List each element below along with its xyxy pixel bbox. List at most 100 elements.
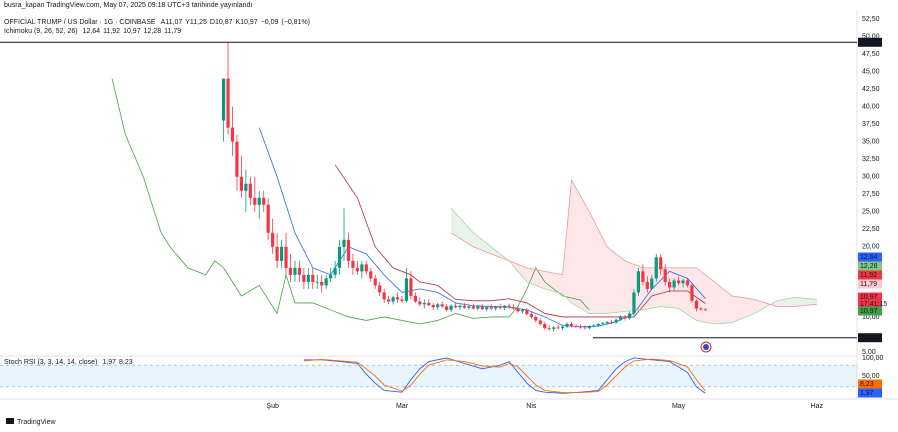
candle-body	[413, 295, 417, 302]
legend-text: 12,64	[83, 28, 101, 35]
candle-body	[422, 302, 426, 305]
ichimoku-line	[334, 164, 706, 318]
price-label: 10,97	[860, 294, 878, 301]
candle-body	[221, 78, 226, 121]
candle-body	[288, 267, 293, 275]
candle-body	[699, 308, 703, 310]
candle-body	[547, 328, 551, 329]
candle-body	[387, 299, 391, 302]
candle-body	[592, 325, 596, 327]
candle-body	[503, 305, 507, 308]
x-tick-label: Nis	[526, 403, 537, 410]
candle-body	[645, 281, 649, 289]
legend-text: Ichimoku (9, 26, 52, 26)	[4, 28, 78, 35]
candle-body	[351, 260, 355, 268]
ichimoku-cloud	[732, 295, 755, 323]
legend-text: Stoch RSI (3, 3, 14, 14, close)	[4, 359, 97, 366]
ichimoku-cloud	[714, 281, 733, 324]
y-tick-label: 22,50	[862, 226, 880, 233]
y-tick-label: 42,50	[862, 86, 880, 93]
candle-body	[306, 274, 310, 282]
candle-body	[587, 326, 591, 329]
candle-body	[462, 305, 467, 308]
y-tick-label: 100,00	[862, 355, 884, 362]
candle-body	[297, 267, 302, 275]
price-label-box	[858, 388, 882, 398]
stoch-pane	[0, 357, 857, 394]
candle-body	[529, 314, 533, 317]
candle-body	[485, 307, 489, 310]
candle-body	[449, 305, 453, 310]
logo	[6, 418, 14, 424]
ichimoku-cloud	[776, 297, 795, 307]
legend-text: K10,97	[236, 19, 258, 26]
candle-body	[266, 204, 270, 233]
price-label: 12,64	[860, 254, 878, 261]
ichimoku-cloud	[562, 180, 572, 303]
candle-body	[507, 305, 511, 308]
price-label-box	[858, 292, 882, 309]
published-note: busra_kapan TradingView.com, May 07, 202…	[4, 2, 252, 9]
x-tick-label: Haz	[811, 403, 824, 410]
candle-body	[427, 302, 431, 306]
candle-body	[494, 306, 498, 309]
main-pane	[111, 42, 817, 332]
legend-text: OFFICIAL TRUMP / US Dollar · 1G · COINBA…	[4, 19, 156, 26]
candle-body	[636, 271, 641, 293]
y-tick-label: 25,00	[862, 209, 880, 216]
candle-body	[244, 183, 248, 191]
price-label-box	[858, 252, 882, 262]
price-label-box	[858, 279, 882, 289]
candle-body	[556, 327, 560, 329]
candle-body	[257, 197, 261, 205]
candle-body	[226, 78, 230, 128]
price-label: 1,97	[860, 390, 874, 397]
candle-body	[395, 297, 400, 300]
legend-text: D10,87	[210, 19, 233, 26]
legend-text: 10,97	[123, 28, 141, 35]
candle-body	[337, 246, 342, 268]
y-tick-label: 45,00	[862, 68, 880, 75]
candle-body	[391, 297, 395, 302]
candle-body	[583, 327, 587, 329]
candle-body	[668, 281, 672, 288]
y-tick-label: 50,00	[862, 33, 880, 40]
candle-body	[623, 316, 627, 319]
legend-text: 1,97	[102, 359, 116, 366]
candle-body	[248, 183, 252, 198]
candle-body	[596, 323, 600, 326]
candle-body	[601, 323, 605, 325]
candle-body	[324, 278, 328, 286]
candle-body	[578, 326, 583, 328]
price-label-box	[858, 37, 882, 47]
candle-body	[440, 304, 444, 307]
ichimoku-line	[450, 178, 817, 307]
candle-body	[659, 257, 663, 270]
candle-body	[618, 316, 623, 320]
candle-body	[681, 280, 685, 284]
candle-body	[311, 274, 315, 282]
y-tick-label: 40,00	[862, 103, 880, 110]
candle-body	[543, 323, 547, 329]
candle-body	[534, 316, 538, 321]
candle-body	[373, 278, 377, 286]
ichimoku-cloud	[589, 211, 608, 314]
candle-body	[614, 319, 618, 323]
ichimoku-cloud	[607, 246, 626, 314]
candle-body	[627, 313, 632, 319]
ichimoku-cloud	[451, 208, 474, 247]
candle-body	[703, 309, 707, 311]
ichimoku-line	[111, 78, 590, 325]
y-tick-label: 37,50	[862, 121, 880, 128]
candle-body	[694, 300, 699, 309]
stoch-line	[303, 357, 706, 394]
candle-body	[400, 299, 404, 301]
price-label: 11,92	[860, 272, 877, 279]
candle-body	[404, 278, 409, 301]
candle-body	[489, 307, 493, 309]
candle-body	[333, 267, 337, 275]
y-tick-label: 5,00	[862, 349, 876, 356]
candle-body	[560, 326, 565, 329]
candle-body	[275, 246, 279, 261]
